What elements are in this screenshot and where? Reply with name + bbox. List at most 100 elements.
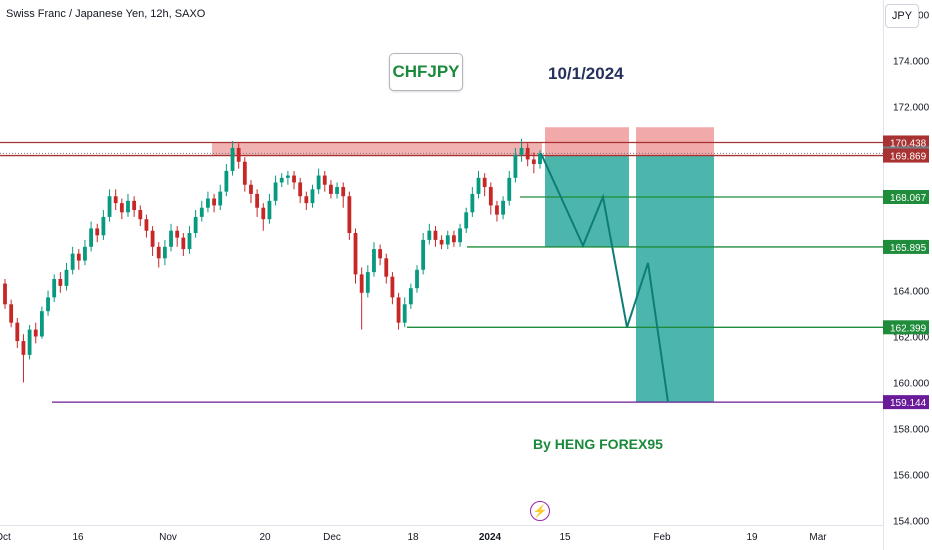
candle-body: [372, 249, 376, 273]
y-tick-label: 164.000: [893, 286, 930, 297]
candle-body: [445, 235, 450, 245]
candle-body: [230, 147, 235, 171]
candle-body: [58, 278, 63, 286]
candle-body: [206, 198, 210, 208]
currency-button[interactable]: JPY: [885, 4, 919, 28]
candle-body: [482, 177, 487, 188]
lightning-icon[interactable]: ⚡: [530, 501, 550, 521]
candle-body: [199, 207, 204, 217]
candle-body: [3, 283, 7, 305]
candle-body: [359, 274, 364, 293]
candle-body: [495, 205, 499, 215]
candle-body: [390, 276, 395, 298]
price-label-support: 168.067: [890, 193, 927, 204]
price-label-badge: [883, 189, 929, 204]
x-tick-label: 18: [407, 532, 419, 543]
candle-body: [452, 235, 456, 243]
short-position-stop-zone: [636, 127, 714, 156]
short-position-target-zone: [545, 155, 629, 247]
candle-body: [27, 329, 32, 355]
candle-body: [433, 230, 438, 240]
candle-body: [341, 187, 346, 197]
time-axis[interactable]: [0, 525, 883, 550]
symbol-label-box: CHFJPY: [389, 53, 463, 91]
candle-body: [347, 196, 352, 234]
y-tick-label: 158.000: [893, 424, 930, 435]
candle-body: [113, 196, 118, 204]
chart-header-title: Swiss Franc / Japanese Yen, 12h, SAXO: [6, 8, 206, 20]
price-label-badge: [883, 395, 929, 410]
x-tick-label: 2024: [479, 532, 502, 543]
candle-body: [384, 258, 389, 277]
candle-body: [255, 193, 260, 208]
candle-body: [402, 304, 407, 323]
short-position-stop-zone: [545, 127, 629, 156]
price-label-support: 165.895: [890, 243, 927, 254]
candle-body: [421, 239, 426, 270]
candle-body: [335, 187, 339, 194]
candle-body: [464, 212, 469, 229]
candle-body: [132, 200, 137, 211]
candle-body: [242, 161, 247, 185]
candle-body: [279, 177, 284, 183]
y-tick-label: 154.000: [893, 516, 930, 527]
candle-body: [95, 228, 100, 236]
candle-body: [187, 233, 192, 250]
candle-body: [310, 189, 315, 204]
candle-body: [427, 230, 432, 240]
candle-body: [304, 196, 309, 204]
short-position-target-zone: [636, 155, 714, 403]
y-tick-label: 160.000: [893, 378, 930, 389]
price-label-badge: [883, 239, 929, 254]
candle-body: [538, 153, 542, 165]
candle-body: [224, 170, 229, 192]
x-tick-label: Nov: [159, 532, 177, 543]
author-credit: By HENG FOREX95: [533, 436, 663, 452]
x-tick-label: 15: [559, 532, 571, 543]
candle-body: [470, 193, 475, 213]
candle-body: [150, 230, 155, 247]
price-label-badge: [883, 135, 929, 150]
candle-body: [525, 147, 530, 160]
candle-body: [144, 219, 149, 231]
x-tick-label: Mar: [809, 532, 827, 543]
candle-body: [476, 177, 481, 194]
x-tick-label: 19: [746, 532, 758, 543]
candle-body: [70, 253, 75, 270]
candle-body: [236, 147, 241, 162]
candle-body: [378, 249, 383, 259]
date-annotation: 10/1/2024: [548, 64, 624, 83]
candle-body: [175, 230, 180, 238]
resistance-zone: [212, 142, 542, 156]
candle-body: [39, 311, 44, 337]
candle-body: [9, 304, 14, 323]
candle-body: [396, 297, 401, 323]
candle-body: [501, 200, 506, 215]
candle-body: [298, 182, 303, 197]
price-label-target: 159.144: [890, 398, 927, 409]
candle-body: [52, 278, 57, 298]
candle-body: [531, 159, 536, 165]
candle-body: [267, 200, 272, 220]
candle-body: [193, 216, 198, 234]
x-tick-label: Feb: [653, 532, 671, 543]
price-label-resistance: 170.438: [890, 138, 927, 149]
candle-body: [162, 246, 167, 259]
y-tick-label: 174.000: [893, 57, 930, 68]
candle-body: [273, 182, 278, 201]
candle-body: [322, 175, 327, 185]
candle-body: [507, 177, 512, 201]
candle-body: [353, 233, 358, 275]
x-tick-label: Dec: [323, 532, 341, 543]
projected-path: [540, 153, 669, 403]
candle-body: [415, 269, 419, 289]
candle-body: [488, 187, 493, 206]
candle-body: [83, 246, 87, 261]
candle-body: [218, 191, 223, 206]
price-axis[interactable]: [883, 0, 932, 550]
y-tick-label: 172.000: [893, 103, 930, 114]
candle-body: [21, 341, 26, 355]
candle-body: [15, 322, 20, 342]
